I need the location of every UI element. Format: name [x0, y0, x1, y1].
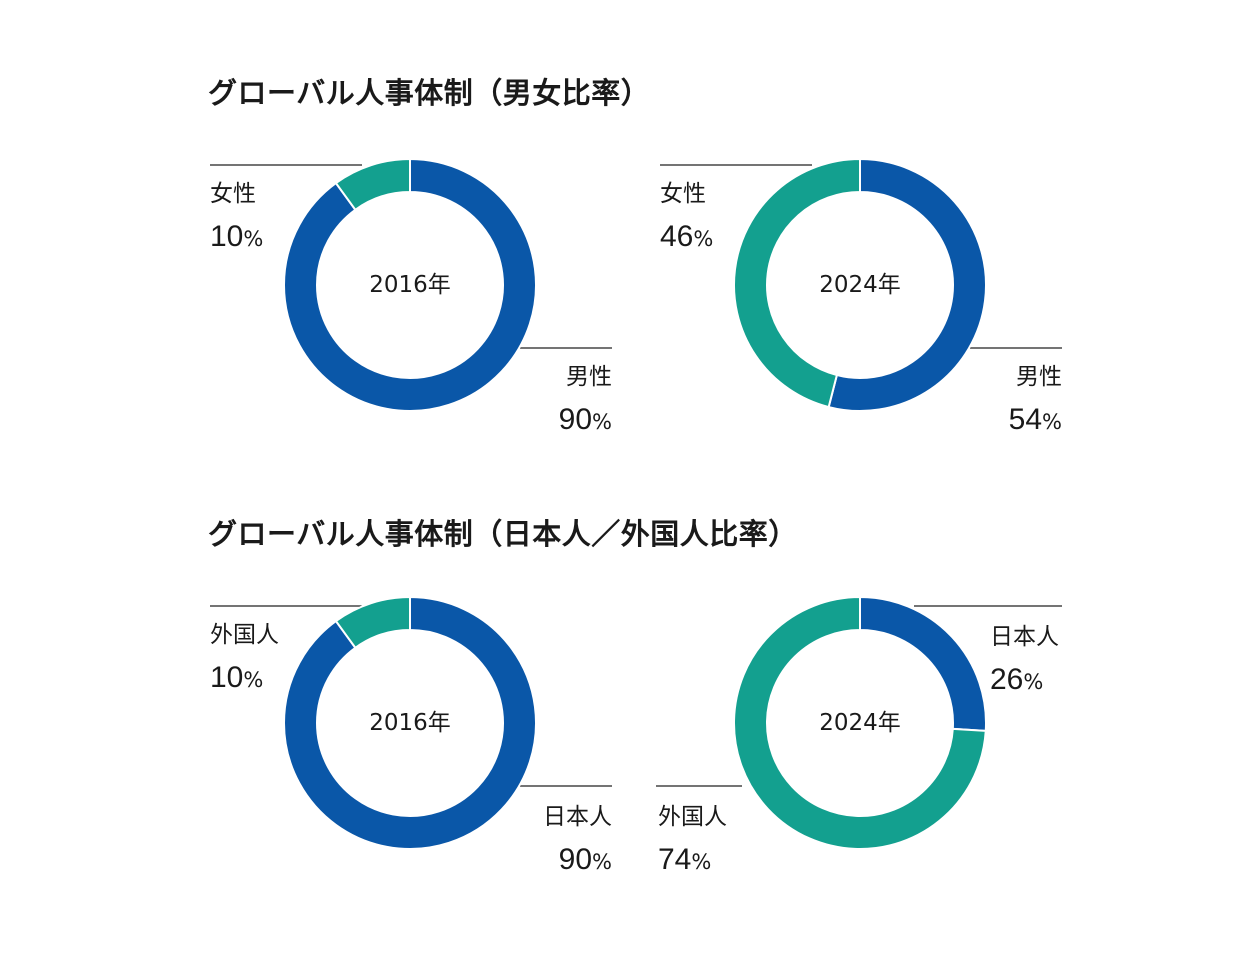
slice-value: 10	[210, 220, 244, 253]
donut-svg: 2016年	[210, 157, 612, 412]
slice-label-女性: 女性 10%	[210, 183, 263, 252]
percent-sign: %	[1042, 410, 1062, 434]
percent-sign: %	[1023, 670, 1044, 694]
percent-sign: %	[691, 850, 712, 874]
percent-sign: %	[592, 410, 612, 434]
slice-value: 26	[990, 663, 1024, 696]
slice-label-外国人: 外国人 74%	[658, 806, 727, 875]
percent-sign: %	[592, 850, 612, 874]
donut-slice-女性	[733, 157, 861, 409]
slice-value: 90	[558, 843, 593, 876]
donut-chart-gender-2024: 2024年 女性 46% 男性 54%	[650, 150, 1210, 450]
slice-name: 女性	[210, 181, 256, 207]
slice-value: 10	[210, 661, 244, 694]
slice-name: 外国人	[210, 622, 279, 648]
donut-chart-nationality-2016: 2016年 外国人 10% 日本人 90%	[200, 588, 760, 888]
slice-name: 女性	[660, 181, 706, 207]
slice-label-日本人: 日本人 90%	[512, 806, 612, 875]
donut-slice-外国人	[334, 595, 411, 650]
donut-svg: 2016年	[210, 595, 612, 850]
center-year-label: 2024年	[819, 710, 901, 736]
slice-label-男性: 男性 90%	[532, 366, 612, 435]
donut-svg: 2024年	[656, 595, 1062, 850]
donut-slice-男性	[283, 157, 537, 412]
slice-name: 日本人	[990, 624, 1059, 650]
center-year-label: 2016年	[369, 272, 451, 298]
donut-slice-男性	[827, 157, 987, 412]
slice-value: 54	[1008, 403, 1043, 436]
slice-label-日本人: 日本人 26%	[990, 626, 1059, 695]
nationality-section-title: グローバル人事体制（日本人／外国人比率）	[208, 517, 798, 551]
donut-chart-gender-2016: 2016年 女性 10% 男性 90%	[200, 150, 760, 450]
slice-label-女性: 女性 46%	[660, 183, 713, 252]
slice-value: 74	[658, 843, 692, 876]
center-year-label: 2016年	[369, 710, 451, 736]
slice-value: 90	[558, 403, 593, 436]
donut-chart-nationality-2024: 2024年 日本人 26% 外国人 74%	[650, 588, 1210, 888]
gender-section-title: グローバル人事体制（男女比率）	[208, 76, 651, 110]
percent-sign: %	[243, 668, 264, 692]
center-year-label: 2024年	[819, 272, 901, 298]
slice-label-外国人: 外国人 10%	[210, 624, 279, 693]
slice-label-男性: 男性 54%	[982, 366, 1062, 435]
slice-name: 外国人	[658, 804, 727, 830]
donut-slice-外国人	[733, 595, 987, 850]
percent-sign: %	[693, 227, 714, 251]
slice-name: 男性	[566, 364, 612, 390]
donut-slice-女性	[334, 157, 411, 212]
percent-sign: %	[243, 227, 264, 251]
slice-value: 46	[660, 220, 694, 253]
slice-name: 男性	[1016, 364, 1062, 390]
slice-name: 日本人	[543, 804, 612, 830]
donut-slice-日本人	[283, 595, 537, 850]
donut-svg: 2024年	[660, 157, 1062, 412]
